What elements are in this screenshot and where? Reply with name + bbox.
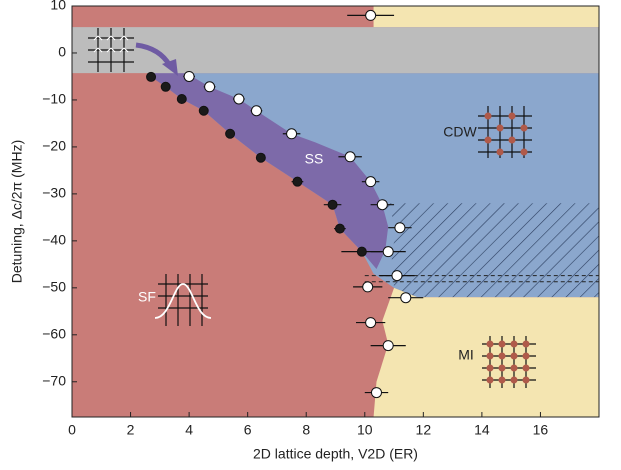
filled-point	[176, 94, 187, 105]
open-point	[344, 151, 356, 163]
x-tick-label: 2	[127, 422, 135, 438]
y-tick-label: −70	[42, 372, 66, 388]
x-tick-label: 14	[474, 422, 490, 438]
filled-point	[225, 128, 236, 139]
filled-point	[356, 246, 367, 257]
plot-frame	[71, 5, 600, 418]
x-tick-label: 6	[244, 422, 252, 438]
phase-region	[72, 27, 599, 74]
filled-point	[146, 71, 157, 82]
x-axis-label: 2D lattice depth, V2D (ER)	[253, 446, 418, 462]
plot-area	[72, 6, 599, 417]
y-axis-label: Detuning, Δc/2π (MHz)	[9, 140, 25, 284]
open-point	[394, 222, 406, 234]
inset-cdw	[478, 106, 532, 158]
x-tick-label: 12	[416, 422, 432, 438]
y-tick-label: −60	[42, 326, 66, 342]
open-point	[183, 70, 195, 82]
x-tick-label: 16	[533, 422, 549, 438]
inset-gray	[88, 28, 134, 72]
open-point	[382, 246, 394, 258]
open-point	[362, 281, 374, 293]
filled-point	[327, 199, 338, 210]
arrow-head	[162, 59, 178, 76]
x-tick-label: 10	[357, 422, 373, 438]
hatched-region	[382, 203, 599, 298]
open-point	[391, 270, 403, 282]
open-point	[250, 105, 262, 117]
axes: 0 2 4 6 8 10 12 14 16 10 0 −10 −20 −30 −40 −50 −60 −70 2D …	[9, 0, 600, 462]
open-point	[233, 93, 245, 105]
open-point	[204, 81, 216, 93]
x-tick-label: 4	[185, 422, 193, 438]
insets	[88, 28, 536, 388]
open-point	[365, 317, 377, 329]
open-point	[286, 128, 298, 140]
y-tick-label: −40	[42, 232, 66, 248]
region-label: MI	[458, 347, 474, 363]
filled-point	[198, 105, 209, 116]
y-tick-label: −30	[42, 185, 66, 201]
y-tick-label: 0	[58, 44, 66, 60]
filled-point	[334, 223, 345, 234]
filled-point	[160, 81, 171, 92]
filled-point	[255, 152, 266, 163]
phase-region	[373, 287, 599, 417]
inset-mi	[482, 336, 536, 388]
open-point	[400, 292, 412, 304]
open-point	[382, 340, 394, 352]
x-tick-label: 8	[302, 422, 310, 438]
region-label: SF	[138, 289, 156, 305]
y-tick-label: 10	[50, 0, 66, 13]
phase-region	[373, 6, 599, 28]
inset-sf	[154, 274, 212, 326]
y-tick-label: −50	[42, 279, 66, 295]
open-point	[376, 199, 388, 211]
y-tick-label: −10	[42, 91, 66, 107]
region-label: SS	[305, 151, 324, 167]
y-tick-label: −20	[42, 138, 66, 154]
labels: SF CDW SS MI	[138, 9, 478, 399]
filled-point	[292, 176, 303, 187]
open-point	[365, 176, 377, 188]
region-label: CDW	[443, 124, 477, 140]
x-tick-label: 0	[68, 422, 76, 438]
open-point	[370, 387, 382, 399]
open-point	[365, 9, 377, 21]
